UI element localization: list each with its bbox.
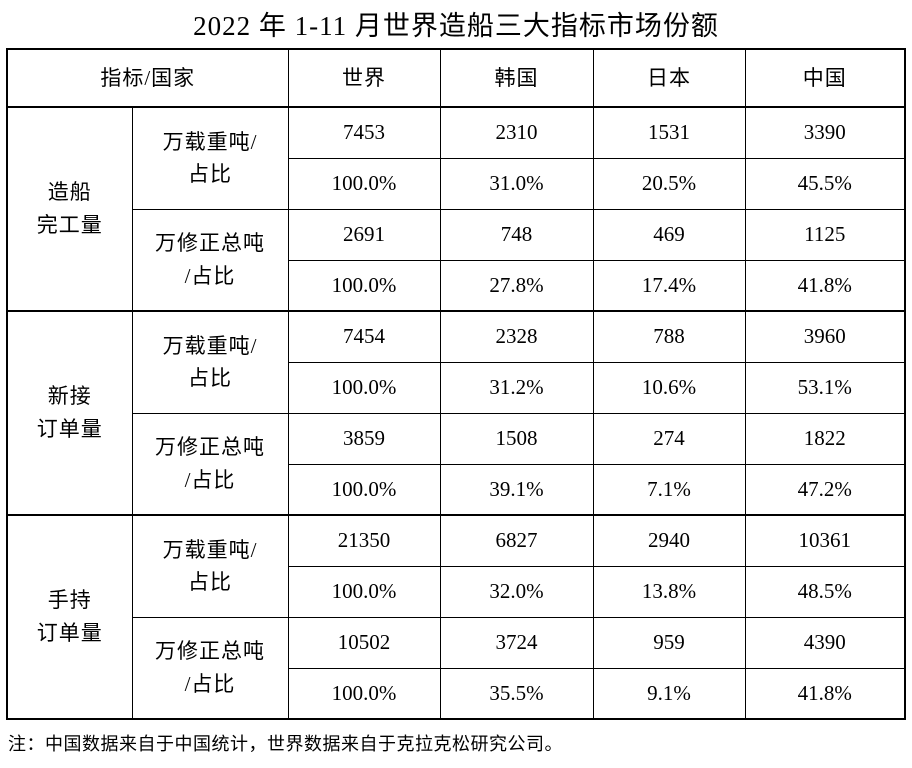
header-corner: 指标/国家: [6, 48, 289, 108]
value-cell: 2691: [287, 208, 441, 261]
header-country-china: 中国: [744, 48, 906, 108]
share-cell: 31.0%: [439, 157, 594, 210]
footnote: 注：中国数据来自于中国统计，世界数据来自于克拉克松研究公司。: [8, 734, 563, 754]
page-title: 2022 年 1-11 月世界造船三大指标市场份额: [193, 11, 719, 41]
value-cell: 3390: [744, 106, 906, 159]
table-row: 100.0% 31.2% 10.6% 53.1%: [7, 361, 906, 414]
header-row: 指标/国家 世界 韩国 日本 中国: [6, 48, 906, 108]
value-cell: 2940: [592, 514, 746, 567]
value-cell: 3960: [744, 310, 906, 363]
value-cell: 469: [592, 208, 746, 261]
unit-label-cgt: 万修正总吨 /占比: [131, 208, 289, 312]
header-country-korea: 韩国: [439, 48, 594, 108]
value-cell: 3724: [439, 616, 594, 669]
share-cell: 32.0%: [439, 565, 594, 618]
value-cell: 21350: [287, 514, 441, 567]
share-cell: 41.8%: [744, 667, 906, 720]
table-row: 造船 完工量 万载重吨/ 占比 7453 2310 1531 3390: [6, 106, 906, 312]
share-cell: 39.1%: [439, 463, 594, 516]
unit-label-dwt: 万载重吨/ 占比: [131, 310, 289, 414]
unit-label-dwt: 万载重吨/ 占比: [131, 514, 289, 618]
table-row: 100.0% 39.1% 7.1% 47.2%: [7, 463, 906, 516]
unit-label-cgt: 万修正总吨 /占比: [131, 412, 289, 516]
value-cell: 1508: [439, 412, 594, 465]
share-cell: 100.0%: [287, 565, 441, 618]
value-cell: 748: [439, 208, 594, 261]
share-cell: 10.6%: [592, 361, 746, 414]
table-row: 万修正总吨 /占比 10502 3724 959 4390: [7, 616, 906, 720]
header-country-world: 世界: [287, 48, 441, 108]
indicator-label-new-orders: 新接 订单量: [6, 310, 133, 516]
share-cell: 100.0%: [287, 361, 441, 414]
value-cell: 2328: [439, 310, 594, 363]
value-cell: 1531: [592, 106, 746, 159]
value-cell: 10502: [287, 616, 441, 669]
value-cell: 4390: [744, 616, 906, 669]
value-cell: 2310: [439, 106, 594, 159]
unit-label-dwt: 万载重吨/ 占比: [131, 106, 289, 210]
value-cell: 788: [592, 310, 746, 363]
value-cell: 10361: [744, 514, 906, 567]
share-cell: 48.5%: [744, 565, 906, 618]
share-cell: 7.1%: [592, 463, 746, 516]
share-cell: 13.8%: [592, 565, 746, 618]
table-row: 万修正总吨 /占比 2691 748 469 1125: [7, 208, 906, 312]
share-cell: 20.5%: [592, 157, 746, 210]
share-cell: 41.8%: [744, 259, 906, 312]
value-cell: 7454: [287, 310, 441, 363]
value-cell: 3859: [287, 412, 441, 465]
value-cell: 959: [592, 616, 746, 669]
table-row: 万修正总吨 /占比 3859 1508 274 1822: [7, 412, 906, 516]
unit-label-cgt: 万修正总吨 /占比: [131, 616, 289, 720]
indicator-label-completions: 造船 完工量: [6, 106, 133, 312]
share-cell: 100.0%: [287, 667, 441, 720]
share-cell: 47.2%: [744, 463, 906, 516]
table-row: 100.0% 32.0% 13.8% 48.5%: [7, 565, 906, 618]
share-cell: 53.1%: [744, 361, 906, 414]
value-cell: 1125: [744, 208, 906, 261]
share-cell: 9.1%: [592, 667, 746, 720]
indicator-label-orderbook: 手持 订单量: [6, 514, 133, 720]
header-country-japan: 日本: [592, 48, 746, 108]
table-row: 100.0% 35.5% 9.1% 41.8%: [7, 667, 906, 720]
share-cell: 100.0%: [287, 157, 441, 210]
value-cell: 1822: [744, 412, 906, 465]
share-cell: 45.5%: [744, 157, 906, 210]
table-row: 手持 订单量 万载重吨/ 占比 21350 6827 2940 10361: [6, 514, 906, 720]
value-cell: 7453: [287, 106, 441, 159]
value-cell: 274: [592, 412, 746, 465]
value-cell: 6827: [439, 514, 594, 567]
share-cell: 17.4%: [592, 259, 746, 312]
share-cell: 100.0%: [287, 463, 441, 516]
share-cell: 35.5%: [439, 667, 594, 720]
shipbuilding-indicator-table: 指标/国家 世界 韩国 日本 中国 造船 完工量 万载重吨/ 占比 7453 2…: [6, 48, 906, 720]
table-row: 新接 订单量 万载重吨/ 占比 7454 2328 788 3960: [6, 310, 906, 516]
share-cell: 27.8%: [439, 259, 594, 312]
share-cell: 31.2%: [439, 361, 594, 414]
share-cell: 100.0%: [287, 259, 441, 312]
